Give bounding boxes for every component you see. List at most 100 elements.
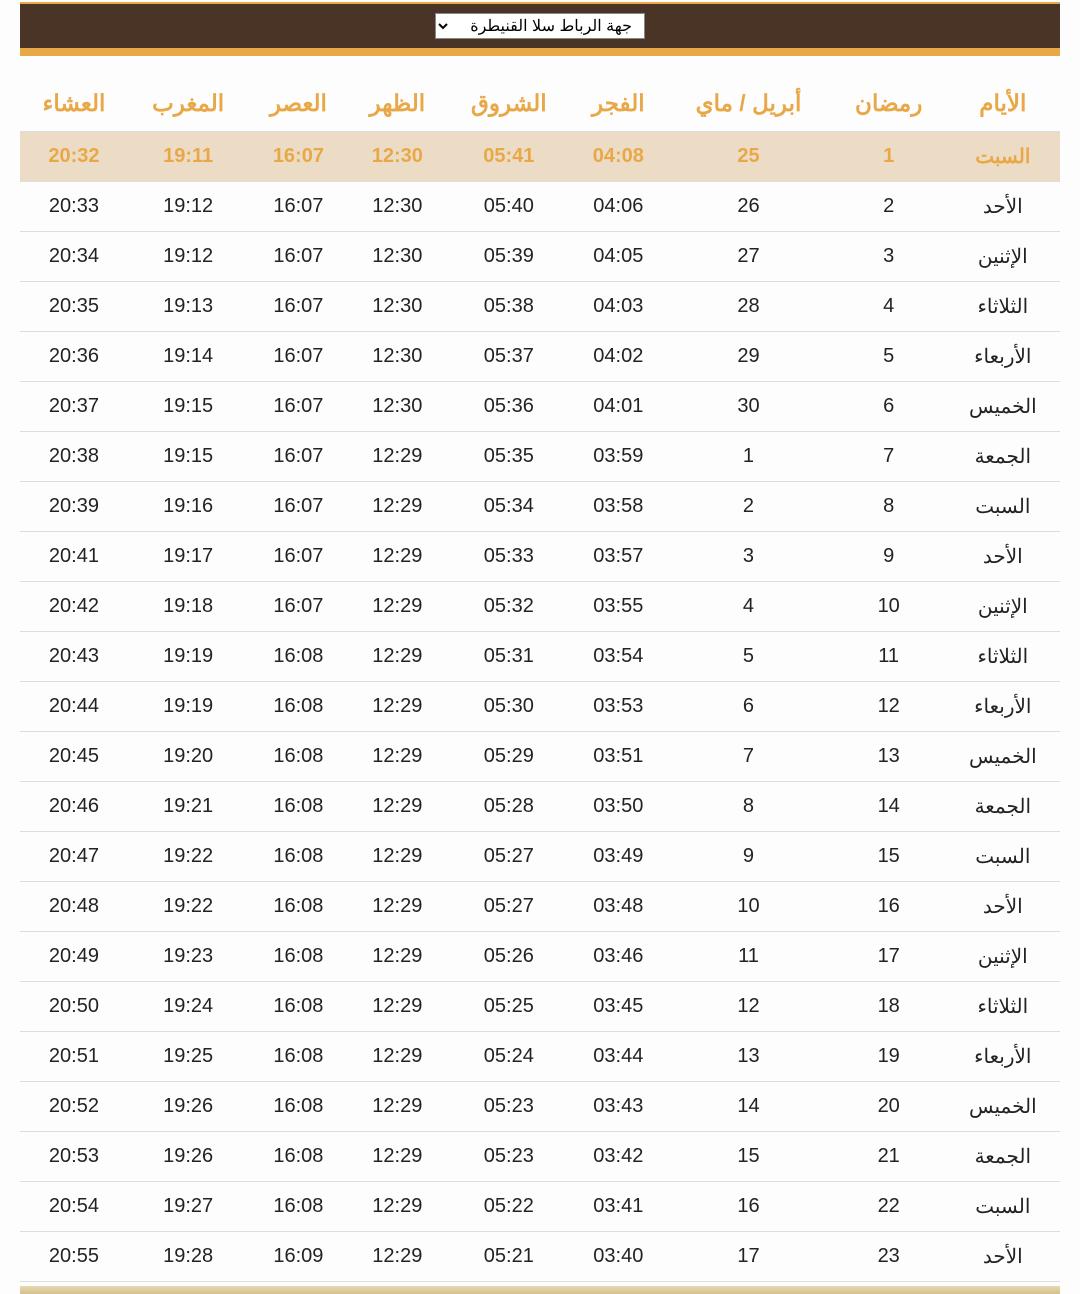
cell-asr: 16:07 — [248, 382, 348, 432]
cell-shuruq: 05:40 — [446, 182, 571, 232]
cell-asr: 16:07 — [248, 232, 348, 282]
cell-day: الجمعة — [946, 432, 1060, 482]
cell-maghrib: 19:15 — [128, 382, 249, 432]
table-row: السبت15903:4905:2712:2916:0819:2220:47 — [20, 832, 1060, 882]
cell-day: السبت — [946, 482, 1060, 532]
cell-isha: 20:32 — [20, 132, 128, 182]
cell-isha: 20:41 — [20, 532, 128, 582]
cell-shuruq: 05:22 — [446, 1182, 571, 1232]
cell-day: الأربعاء — [946, 1032, 1060, 1082]
cell-day: الإثنين — [946, 932, 1060, 982]
cell-isha: 20:55 — [20, 1232, 128, 1282]
cell-ramadan: 19 — [832, 1032, 946, 1082]
cell-shuruq: 05:21 — [446, 1232, 571, 1282]
cell-fajr: 03:58 — [571, 482, 665, 532]
column-header: الظهر — [348, 76, 446, 132]
cell-greg: 12 — [665, 982, 832, 1032]
cell-greg: 17 — [665, 1232, 832, 1282]
cell-day: الثلاثاء — [946, 282, 1060, 332]
cell-isha: 20:37 — [20, 382, 128, 432]
column-header: رمضان — [832, 76, 946, 132]
cell-maghrib: 19:13 — [128, 282, 249, 332]
cell-maghrib: 19:22 — [128, 882, 249, 932]
cell-shuruq: 05:31 — [446, 632, 571, 682]
cell-isha: 20:52 — [20, 1082, 128, 1132]
cell-dhuhr: 12:30 — [348, 232, 446, 282]
cell-greg: 7 — [665, 732, 832, 782]
cell-greg: 9 — [665, 832, 832, 882]
cell-ramadan: 18 — [832, 982, 946, 1032]
table-row: الثلاثاء42804:0305:3812:3016:0719:1320:3… — [20, 282, 1060, 332]
cell-shuruq: 05:41 — [446, 132, 571, 182]
cell-isha: 20:35 — [20, 282, 128, 332]
cell-fajr: 03:55 — [571, 582, 665, 632]
cell-shuruq: 05:39 — [446, 232, 571, 282]
cell-greg: 3 — [665, 532, 832, 582]
table-row: الإثنين32704:0505:3912:3016:0719:1220:34 — [20, 232, 1060, 282]
cell-asr: 16:08 — [248, 1132, 348, 1182]
cell-day: الثلاثاء — [946, 982, 1060, 1032]
cell-isha: 20:39 — [20, 482, 128, 532]
cell-isha: 20:53 — [20, 1132, 128, 1182]
prayer-times-table: الأيامرمضانأبريل / مايالفجرالشروقالظهرال… — [20, 76, 1060, 1282]
cell-dhuhr: 12:29 — [348, 932, 446, 982]
cell-ramadan: 8 — [832, 482, 946, 532]
cell-isha: 20:46 — [20, 782, 128, 832]
cell-fajr: 03:51 — [571, 732, 665, 782]
cell-isha: 20:44 — [20, 682, 128, 732]
table-row: الثلاثاء11503:5405:3112:2916:0819:1920:4… — [20, 632, 1060, 682]
cell-asr: 16:08 — [248, 632, 348, 682]
cell-fajr: 04:05 — [571, 232, 665, 282]
cell-dhuhr: 12:29 — [348, 1182, 446, 1232]
cell-isha: 20:38 — [20, 432, 128, 482]
table-row: الجمعة14803:5005:2812:2916:0819:2120:46 — [20, 782, 1060, 832]
cell-fajr: 03:44 — [571, 1032, 665, 1082]
table-row: الأربعاء12603:5305:3012:2916:0819:1920:4… — [20, 682, 1060, 732]
table-row: الأحد22604:0605:4012:3016:0719:1220:33 — [20, 182, 1060, 232]
cell-asr: 16:08 — [248, 782, 348, 832]
cell-maghrib: 19:27 — [128, 1182, 249, 1232]
cell-fajr: 03:57 — [571, 532, 665, 582]
cell-day: الأحد — [946, 182, 1060, 232]
cell-maghrib: 19:19 — [128, 682, 249, 732]
cell-greg: 29 — [665, 332, 832, 382]
cell-day: الخميس — [946, 1082, 1060, 1132]
cell-asr: 16:07 — [248, 332, 348, 382]
table-header: الأيامرمضانأبريل / مايالفجرالشروقالظهرال… — [20, 76, 1060, 132]
cell-ramadan: 11 — [832, 632, 946, 682]
cell-dhuhr: 12:29 — [348, 1132, 446, 1182]
column-header: العشاء — [20, 76, 128, 132]
cell-greg: 26 — [665, 182, 832, 232]
cell-ramadan: 14 — [832, 782, 946, 832]
cell-greg: 8 — [665, 782, 832, 832]
cell-day: السبت — [946, 132, 1060, 182]
cell-shuruq: 05:33 — [446, 532, 571, 582]
cell-shuruq: 05:27 — [446, 882, 571, 932]
cell-asr: 16:08 — [248, 682, 348, 732]
cell-maghrib: 19:15 — [128, 432, 249, 482]
cell-shuruq: 05:36 — [446, 382, 571, 432]
bottom-accent — [20, 1286, 1060, 1294]
cell-maghrib: 19:26 — [128, 1082, 249, 1132]
cell-shuruq: 05:23 — [446, 1132, 571, 1182]
cell-isha: 20:50 — [20, 982, 128, 1032]
cell-ramadan: 9 — [832, 532, 946, 582]
table-row: الجمعة211503:4205:2312:2916:0819:2620:53 — [20, 1132, 1060, 1182]
cell-ramadan: 13 — [832, 732, 946, 782]
cell-dhuhr: 12:29 — [348, 832, 446, 882]
cell-isha: 20:36 — [20, 332, 128, 382]
cell-asr: 16:08 — [248, 1082, 348, 1132]
region-select[interactable]: جهة الرباط سلا القنيطرة — [435, 13, 645, 39]
cell-isha: 20:51 — [20, 1032, 128, 1082]
cell-asr: 16:08 — [248, 832, 348, 882]
column-header: المغرب — [128, 76, 249, 132]
cell-isha: 20:45 — [20, 732, 128, 782]
cell-day: الأحد — [946, 882, 1060, 932]
cell-ramadan: 21 — [832, 1132, 946, 1182]
cell-maghrib: 19:18 — [128, 582, 249, 632]
cell-dhuhr: 12:30 — [348, 132, 446, 182]
cell-dhuhr: 12:29 — [348, 632, 446, 682]
column-header: الفجر — [571, 76, 665, 132]
table-row: الخميس13703:5105:2912:2916:0819:2020:45 — [20, 732, 1060, 782]
cell-ramadan: 17 — [832, 932, 946, 982]
